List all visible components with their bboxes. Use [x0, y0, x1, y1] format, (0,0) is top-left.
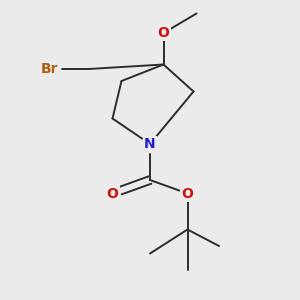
Text: O: O: [106, 187, 119, 200]
Text: O: O: [182, 187, 194, 200]
Text: Br: Br: [41, 62, 58, 76]
Text: N: N: [144, 137, 156, 151]
Text: O: O: [158, 26, 169, 40]
